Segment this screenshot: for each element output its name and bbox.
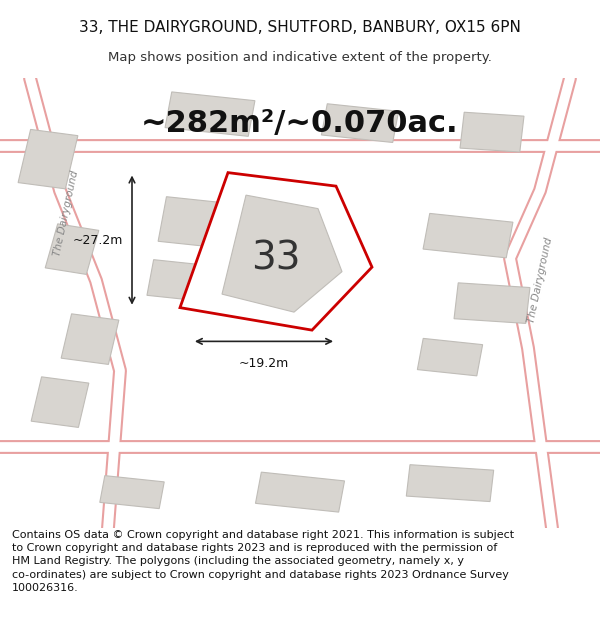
Polygon shape: [165, 92, 255, 136]
Polygon shape: [322, 104, 398, 142]
Text: The Dairyground: The Dairyground: [52, 169, 80, 257]
Polygon shape: [45, 224, 99, 274]
Polygon shape: [180, 173, 372, 330]
Polygon shape: [454, 283, 530, 323]
Text: ~27.2m: ~27.2m: [73, 234, 123, 247]
Polygon shape: [222, 195, 342, 312]
Polygon shape: [31, 377, 89, 428]
Polygon shape: [147, 259, 213, 302]
Polygon shape: [460, 112, 524, 152]
Polygon shape: [423, 213, 513, 258]
Text: Map shows position and indicative extent of the property.: Map shows position and indicative extent…: [108, 51, 492, 64]
Polygon shape: [256, 472, 344, 512]
Polygon shape: [158, 197, 226, 248]
Text: 33: 33: [251, 239, 301, 277]
Polygon shape: [100, 476, 164, 509]
Polygon shape: [61, 314, 119, 364]
Text: ~19.2m: ~19.2m: [239, 357, 289, 370]
Polygon shape: [418, 338, 482, 376]
Polygon shape: [406, 465, 494, 501]
Polygon shape: [18, 129, 78, 189]
Text: Contains OS data © Crown copyright and database right 2021. This information is : Contains OS data © Crown copyright and d…: [12, 530, 514, 593]
Text: ~282m²/~0.070ac.: ~282m²/~0.070ac.: [141, 109, 459, 138]
Text: 33, THE DAIRYGROUND, SHUTFORD, BANBURY, OX15 6PN: 33, THE DAIRYGROUND, SHUTFORD, BANBURY, …: [79, 19, 521, 34]
Text: The Dairyground: The Dairyground: [526, 237, 554, 324]
